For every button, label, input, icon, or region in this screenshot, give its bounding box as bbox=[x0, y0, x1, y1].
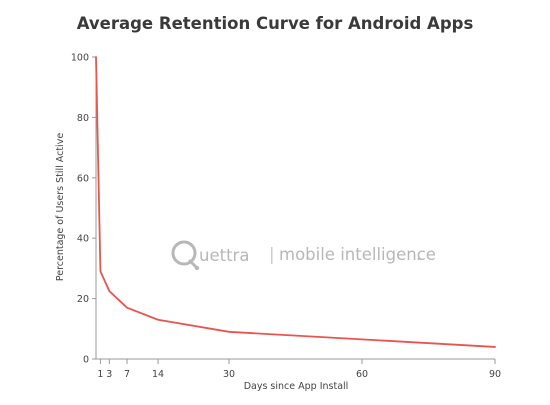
x-tick-label: 30 bbox=[223, 369, 235, 380]
watermark-tagline: mobile intelligence bbox=[279, 245, 436, 264]
x-tick-label: 7 bbox=[124, 369, 130, 380]
y-tick-label: 60 bbox=[77, 173, 89, 184]
quettra-watermark: uettra | mobile intelligence . bbox=[171, 240, 436, 271]
watermark-separator: | bbox=[269, 245, 275, 264]
y-tick-label: 40 bbox=[77, 234, 89, 245]
x-tick-label: 1 bbox=[97, 369, 103, 380]
axes bbox=[95, 57, 495, 360]
y-tick-label: 0 bbox=[83, 355, 89, 366]
x-tick-label: 60 bbox=[356, 369, 368, 380]
y-axis-label: Percentage of Users Still Active bbox=[55, 133, 66, 281]
series-layer bbox=[95, 56, 496, 348]
watermark-dot: . bbox=[416, 245, 421, 264]
watermark-brand: uettra bbox=[199, 246, 249, 265]
x-tick-label: 3 bbox=[106, 369, 112, 380]
chart-title: Average Retention Curve for Android Apps bbox=[77, 14, 474, 33]
x-axis-label: Days since App Install bbox=[244, 381, 349, 392]
y-tick-label: 100 bbox=[71, 53, 89, 64]
x-tick-label: 90 bbox=[489, 369, 501, 380]
retention-series-line bbox=[95, 56, 496, 348]
x-tick-label: 14 bbox=[152, 369, 164, 380]
y-tick-label: 20 bbox=[77, 294, 89, 305]
ticks: 0 20 40 60 80 100 1 3 7 14 30 60 90 bbox=[71, 53, 501, 381]
quettra-q-logo-icon bbox=[171, 240, 200, 271]
y-tick-label: 80 bbox=[77, 113, 89, 124]
